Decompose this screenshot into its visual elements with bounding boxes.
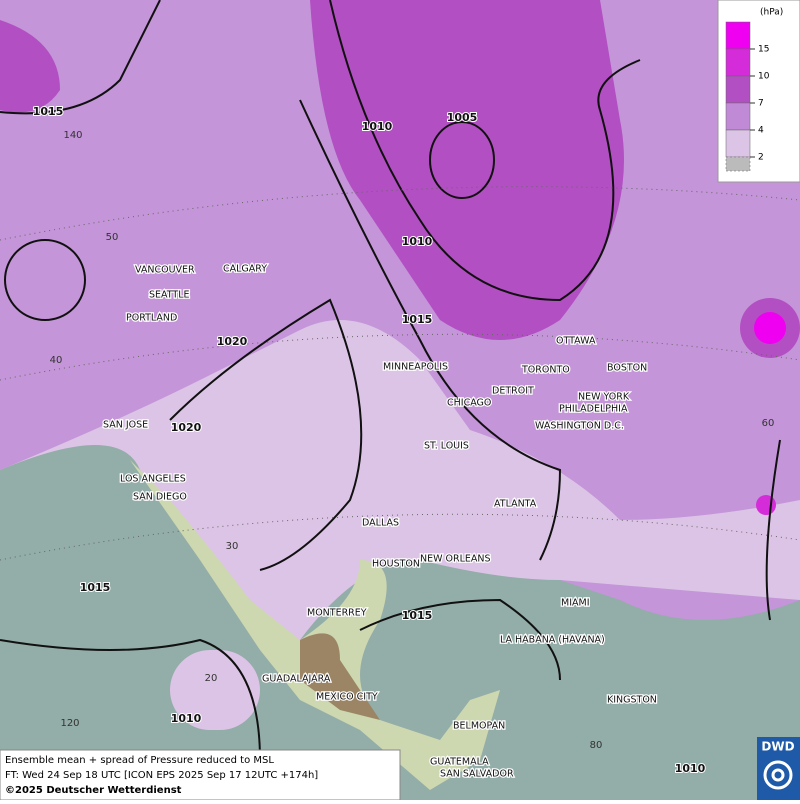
grid-label: 20	[205, 673, 218, 684]
city-label: TORONTO	[521, 365, 570, 376]
city-label: CHICAGO	[447, 398, 491, 409]
legend-label: 15	[758, 45, 769, 55]
spread-max	[754, 312, 786, 344]
city-label: DETROIT	[492, 386, 534, 397]
logo-swirl	[763, 760, 793, 790]
legend-unit: (hPa)	[760, 8, 783, 18]
isobars	[0, 0, 781, 761]
city-label: MEXICO CITY	[316, 692, 378, 703]
legend-label: 2	[758, 153, 764, 163]
grid-label: 120	[60, 718, 79, 729]
isobar-label: 1015	[402, 609, 433, 622]
city-label: ATLANTA	[494, 499, 537, 510]
city-label: GUATEMALA	[430, 757, 489, 768]
city-label: SAN SALVADOR	[440, 769, 514, 780]
city-label: MIAMI	[561, 598, 590, 609]
grid-label: 40	[50, 355, 63, 366]
legend-label: 10	[758, 72, 770, 82]
city-label: CALGARY	[223, 264, 267, 275]
city-label: OTTAWA	[556, 336, 596, 347]
city-label: LA HABANA (HAVANA)	[500, 635, 605, 646]
isobar-label: 1020	[217, 335, 248, 348]
logo: DWD	[761, 740, 794, 754]
isobar-label: 1010	[171, 712, 202, 725]
city-label: NEW ORLEANS	[420, 554, 491, 565]
legend-swatch	[725, 156, 751, 172]
city-label: VANCOUVER	[135, 265, 195, 276]
isobar-label: 1020	[171, 421, 202, 434]
isobar-label: 1015	[33, 105, 64, 118]
city-label: LOS ANGELES	[120, 474, 186, 485]
city-label: HOUSTON	[372, 559, 420, 570]
city-label: SEATTLE	[149, 290, 190, 301]
isobar-label: 1005	[447, 111, 478, 124]
spread-light	[170, 650, 260, 730]
city-label: BOSTON	[607, 363, 647, 374]
city-label: ST. LOUIS	[424, 441, 469, 452]
city-label: GUADALAJARA	[262, 674, 331, 685]
city-label: DALLAS	[362, 518, 399, 529]
legend-label: 4	[758, 126, 764, 136]
city-label: PORTLAND	[126, 313, 177, 324]
city-label: KINGSTON	[607, 695, 657, 706]
grid-label: 30	[226, 541, 239, 552]
footer-line: ©2025 Deutscher Wetterdienst	[5, 785, 182, 796]
terrain	[300, 633, 380, 720]
logo-swirl	[771, 768, 785, 782]
land-mexico	[130, 460, 500, 790]
legend-swatch	[725, 75, 751, 104]
city-label: WASHINGTON D.C.	[535, 421, 624, 432]
isobar-label: 1010	[362, 120, 393, 133]
grid-label: 80	[590, 740, 603, 751]
grid-label: 50	[106, 232, 119, 243]
city-label: NEW YORK	[578, 392, 630, 403]
city-label: SAN DIEGO	[133, 492, 187, 503]
legend-label: 7	[758, 99, 764, 109]
spread-dark	[310, 0, 624, 340]
isobar-label: 1015	[80, 581, 111, 594]
spread-dark	[0, 20, 60, 113]
footer-line: FT: Wed 24 Sep 18 UTC [ICON EPS 2025 Sep…	[5, 770, 318, 781]
isobar-label: 1010	[402, 235, 433, 248]
spread-max	[756, 495, 776, 515]
footer-box	[0, 749, 401, 801]
city-label: PHILADELPHIA	[559, 404, 628, 415]
city-label: BELMOPAN	[453, 721, 505, 732]
legend-swatch	[725, 21, 751, 50]
legend-swatch	[725, 48, 751, 77]
logo-box	[757, 737, 800, 800]
grid-label: 140	[63, 130, 82, 141]
city-label: MINNEAPOLIS	[383, 362, 448, 373]
city-label: SAN JOSE	[103, 420, 148, 431]
legend: (hPa) 15 10 7 4 2	[717, 0, 800, 183]
city-label: MONTERREY	[307, 608, 367, 619]
isobar-label: 1015	[402, 313, 433, 326]
legend-swatch	[725, 129, 751, 158]
isobar-label: 1010	[675, 762, 706, 775]
footer-line: Ensemble mean + spread of Pressure reduc…	[5, 755, 274, 766]
grid-label: 60	[762, 418, 775, 429]
legend-swatch	[725, 102, 751, 131]
